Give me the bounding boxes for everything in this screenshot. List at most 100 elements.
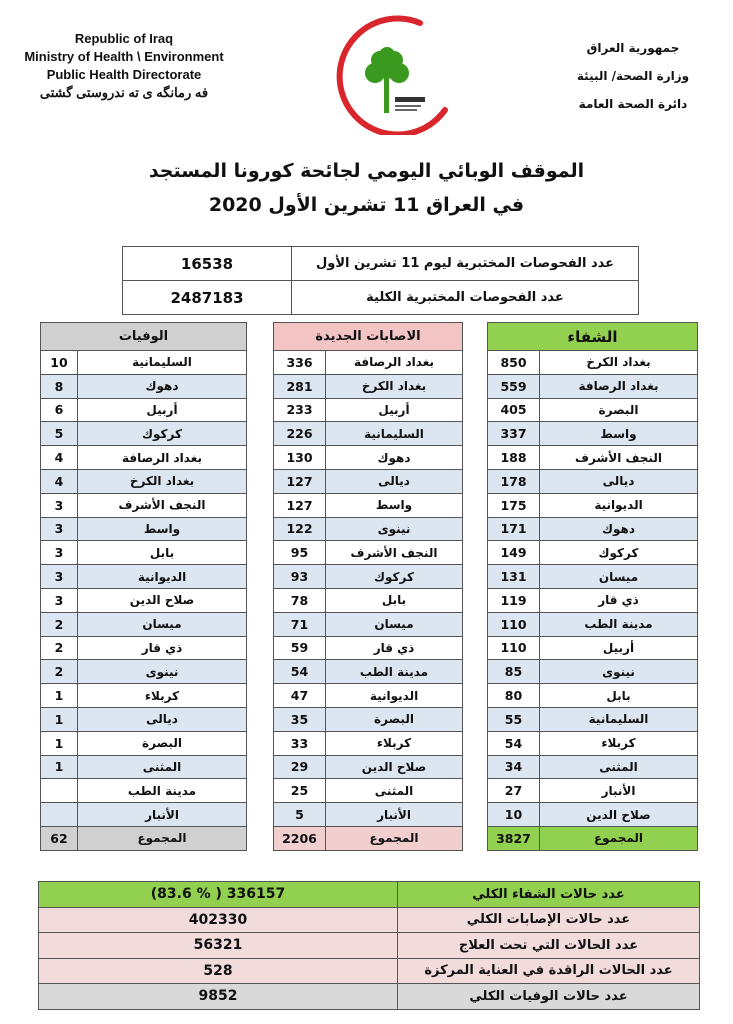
province-value: 3 (40, 587, 78, 613)
table-header-row: الاصابات الجديدة (273, 322, 463, 351)
province-value (40, 778, 78, 804)
table-row: بغداد الكرخ 281 (273, 373, 463, 399)
province-value: 10 (487, 802, 540, 827)
table-row: النجف الأشرف 3 (40, 492, 247, 518)
deaths-table: الوفيات السليمانية 10 دهوك 8 أربيل 6 كرك… (40, 322, 247, 851)
header-line: Ministry of Health \ Environment (24, 49, 224, 64)
province-value: 281 (273, 373, 326, 399)
total-label: المجموع (77, 825, 247, 851)
table-row: كركوك 5 (40, 421, 247, 447)
table-header-row: الشفاء (487, 322, 698, 351)
province-name: كربلاء (325, 730, 463, 756)
province-value: 130 (273, 445, 326, 470)
table-header: الشفاء (487, 322, 698, 351)
province-value: 149 (487, 540, 540, 566)
province-value: 127 (273, 468, 326, 494)
table-row: كركوك 93 (273, 564, 463, 589)
province-name: الأنبار (539, 778, 698, 804)
province-value: 233 (273, 397, 326, 423)
province-value: 85 (487, 659, 540, 685)
table-row: دهوك 171 (487, 516, 698, 542)
province-name: بغداد الرصافة (325, 350, 463, 375)
header-line: جمهورية العراق (586, 41, 680, 55)
table-row: بابل 3 (40, 540, 247, 566)
province-name: السليمانية (325, 421, 463, 447)
table-row: الديوانية 175 (487, 492, 698, 518)
province-name: بغداد الرصافة (539, 373, 698, 399)
summary-label: عدد الحالات التي تحت العلاج (397, 932, 700, 959)
province-name: بابل (77, 540, 247, 566)
summary-value: 56321 (38, 932, 398, 959)
province-name: ديالى (325, 468, 463, 494)
province-value: 1 (40, 754, 78, 780)
summary-row: عدد حالات الوفيات الكلي 9852 (38, 983, 700, 1010)
header-line: Public Health Directorate (46, 67, 202, 82)
province-value: 29 (273, 754, 326, 780)
province-value: 5 (273, 802, 326, 827)
province-value: 3 (40, 540, 78, 566)
province-value: 405 (487, 397, 540, 423)
header-arabic: جمهورية العراق وزارة الصحة/ البيئة دائرة… (563, 34, 703, 118)
province-value: 4 (40, 445, 78, 470)
province-value: 1 (40, 730, 78, 756)
table-row: صلاح الدين 29 (273, 754, 463, 780)
province-value: 1 (40, 706, 78, 732)
summary-row: عدد حالات الشفاء الكلي (83.6 % ) 336157 (38, 881, 700, 908)
province-value: 54 (487, 730, 540, 756)
table-row: البصرة 35 (273, 706, 463, 732)
table-row: كركوك 149 (487, 540, 698, 566)
province-value: 110 (487, 635, 540, 661)
province-name: بغداد الكرخ (539, 350, 698, 375)
province-name: بابل (325, 587, 463, 613)
province-name: البصرة (77, 730, 247, 756)
total-label: المجموع (539, 825, 698, 851)
province-value: 3 (40, 516, 78, 542)
province-value: 3 (40, 564, 78, 589)
province-name: صلاح الدين (77, 587, 247, 613)
table-row: ميسان 131 (487, 564, 698, 589)
province-value: 27 (487, 778, 540, 804)
table-row: صلاح الدين 3 (40, 587, 247, 613)
province-name: الديوانية (539, 492, 698, 518)
province-name: ذي قار (539, 587, 698, 613)
table-row: مدينة الطب 54 (273, 659, 463, 685)
tests-value: 2487183 (122, 280, 292, 315)
summary-label: عدد حالات الإصابات الكلي (397, 906, 700, 933)
province-name: ميسان (539, 564, 698, 589)
province-value: 3 (40, 492, 78, 518)
table-row: المثنى 1 (40, 754, 247, 780)
tests-table: عدد الفحوصات المختبرية ليوم 11 تشرين الأ… (122, 246, 639, 315)
table-header: الاصابات الجديدة (273, 322, 463, 351)
table-row: ذي قار 2 (40, 635, 247, 661)
province-value: 122 (273, 516, 326, 542)
province-name: دهوك (325, 445, 463, 470)
province-value: 34 (487, 754, 540, 780)
province-name: بابل (539, 683, 698, 708)
table-row: بغداد الكرخ 4 (40, 468, 247, 494)
table-row: ميسان 2 (40, 611, 247, 637)
ministry-logo (336, 15, 448, 135)
province-name: صلاح الدين (539, 802, 698, 827)
province-value: 337 (487, 421, 540, 447)
province-value: 35 (273, 706, 326, 732)
province-value: 336 (273, 350, 326, 375)
province-value: 110 (487, 611, 540, 637)
province-value: 59 (273, 635, 326, 661)
province-value: 178 (487, 468, 540, 494)
table-row: السليمانية 226 (273, 421, 463, 447)
table-row: أربيل 6 (40, 397, 247, 423)
province-value: 850 (487, 350, 540, 375)
summary-value: 528 (38, 957, 398, 984)
summary-value: 9852 (38, 983, 398, 1010)
total-label: المجموع (325, 825, 463, 851)
province-value: 559 (487, 373, 540, 399)
province-name: ميسان (77, 611, 247, 637)
province-name: الديوانية (325, 683, 463, 708)
province-name: بغداد الكرخ (325, 373, 463, 399)
province-name: مدينة الطب (77, 778, 247, 804)
table-row: مدينة الطب 110 (487, 611, 698, 637)
table-row: السليمانية 10 (40, 350, 247, 375)
province-name: أربيل (325, 397, 463, 423)
table-row: المثنى 25 (273, 778, 463, 804)
